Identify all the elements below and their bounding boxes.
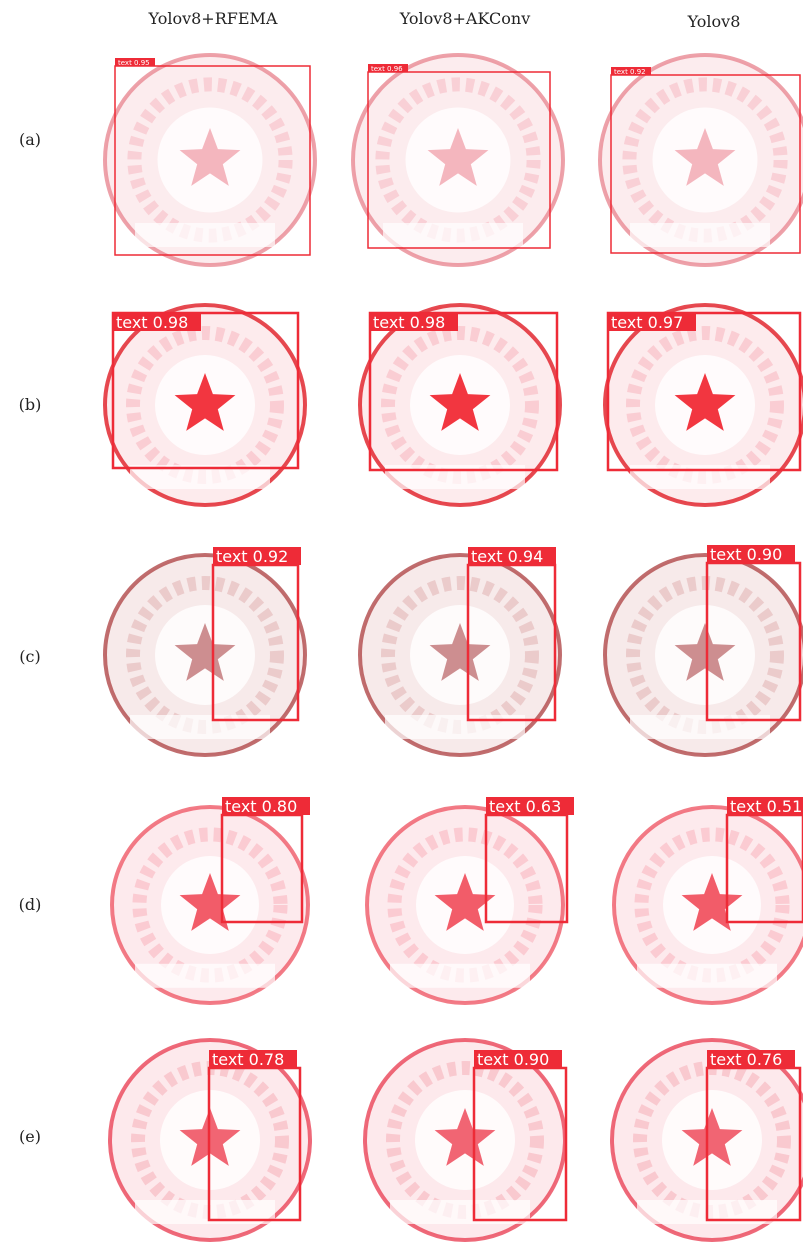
label-tag: text 0.51 <box>730 797 802 816</box>
detection-cell: text 0.90 <box>605 545 803 755</box>
row-label: (e) <box>19 1127 41 1146</box>
row-label: (b) <box>19 395 42 414</box>
detection-cell: text 0.80 <box>112 797 310 1003</box>
row-label: (c) <box>19 647 40 666</box>
column-header: Yolov8 <box>687 12 741 31</box>
detection-cell: text 0.76 <box>612 1040 803 1240</box>
detection-cell: text 0.78 <box>110 1040 310 1240</box>
detection-cell: text 0.92 <box>600 55 803 265</box>
label-tag: text 0.97 <box>611 313 683 332</box>
label-tag: text 0.92 <box>614 68 646 76</box>
seal-blur-patch <box>637 964 777 988</box>
label-tag: text 0.63 <box>489 797 561 816</box>
seal-blur-patch <box>385 465 525 489</box>
column-header: Yolov8+RFEMA <box>148 9 278 28</box>
seal-blur-patch <box>130 715 270 739</box>
seal-blur-patch <box>135 223 275 247</box>
column-header: Yolov8+AKConv <box>399 9 530 28</box>
label-tag: text 0.98 <box>373 313 445 332</box>
detection-cell: text 0.97 <box>605 305 803 505</box>
seal-blur-patch <box>630 223 770 247</box>
seal-blur-patch <box>630 715 770 739</box>
detection-cell: text 0.92 <box>105 547 305 755</box>
label-tag: text 0.90 <box>477 1050 549 1069</box>
detection-cell: text 0.96 <box>353 55 563 265</box>
label-tag: text 0.76 <box>710 1050 782 1069</box>
seal-blur-patch <box>383 223 523 247</box>
detection-cell: text 0.94 <box>360 547 560 755</box>
label-tag: text 0.94 <box>471 547 543 566</box>
seal-blur-patch <box>630 465 770 489</box>
label-tag: text 0.96 <box>371 65 403 73</box>
detection-cell: text 0.98 <box>360 305 560 505</box>
row-label: (d) <box>19 895 42 914</box>
label-tag: text 0.95 <box>118 59 150 67</box>
detection-cell: text 0.90 <box>365 1040 566 1240</box>
detection-cell: text 0.98 <box>105 305 305 505</box>
seal-blur-patch <box>135 964 275 988</box>
label-tag: text 0.92 <box>216 547 288 566</box>
seal-blur-patch <box>390 964 530 988</box>
detection-cell: text 0.63 <box>367 797 574 1003</box>
label-tag: text 0.80 <box>225 797 297 816</box>
label-tag: text 0.98 <box>116 313 188 332</box>
detection-cell: text 0.51 <box>614 797 803 1003</box>
detection-cell: text 0.95 <box>105 55 315 265</box>
figure: Yolov8+RFEMA Yolov8+AKConv Yolov8 (a) tex… <box>0 0 803 1245</box>
label-tag: text 0.78 <box>212 1050 284 1069</box>
seal-blur-patch <box>385 715 525 739</box>
label-tag: text 0.90 <box>710 545 782 564</box>
row-label: (a) <box>19 130 41 149</box>
